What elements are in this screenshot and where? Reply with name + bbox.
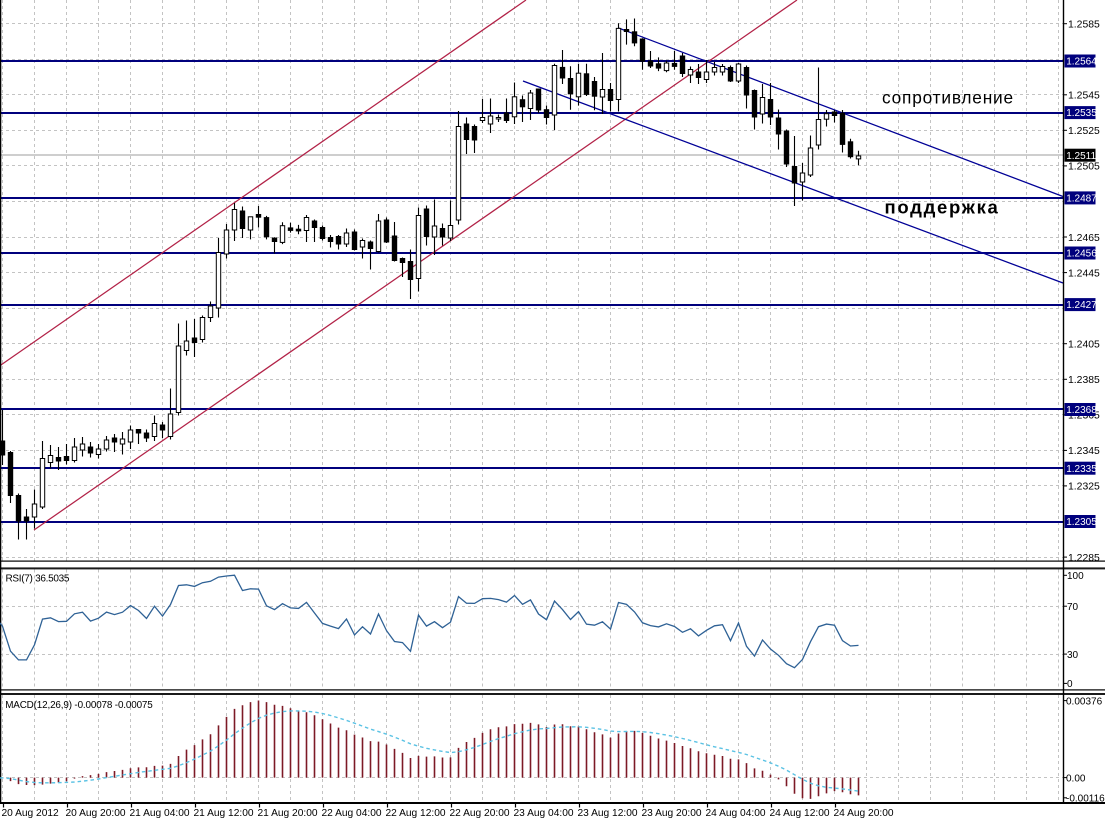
svg-text:1.2345: 1.2345 [1068, 446, 1100, 457]
svg-text:1.2545: 1.2545 [1068, 91, 1100, 102]
svg-text:-0.00116: -0.00116 [1066, 794, 1105, 805]
svg-text:22 Aug 04:00: 22 Aug 04:00 [322, 808, 382, 819]
svg-text:1.2285: 1.2285 [1068, 553, 1100, 564]
svg-text:1.2368: 1.2368 [1066, 405, 1097, 416]
svg-text:1.2385: 1.2385 [1068, 375, 1100, 386]
svg-text:1.2325: 1.2325 [1068, 482, 1100, 493]
svg-text:70: 70 [1067, 602, 1079, 613]
svg-text:1.2505: 1.2505 [1068, 162, 1100, 173]
svg-text:30: 30 [1067, 650, 1079, 661]
svg-text:MACD(12,26,9) -0.00078 -0.0007: MACD(12,26,9) -0.00078 -0.00075 [5, 700, 153, 711]
svg-text:20 Aug 20:00: 20 Aug 20:00 [66, 808, 126, 819]
svg-text:1.2445: 1.2445 [1068, 268, 1100, 279]
svg-text:RSI(7) 36.5035: RSI(7) 36.5035 [6, 574, 70, 585]
svg-text:1.2365: 1.2365 [1068, 411, 1100, 422]
svg-text:1.2487: 1.2487 [1066, 194, 1097, 205]
svg-text:1.2465: 1.2465 [1068, 233, 1100, 244]
svg-text:23 Aug 12:00: 23 Aug 12:00 [578, 808, 638, 819]
svg-text:0.00: 0.00 [1066, 773, 1086, 784]
svg-text:23 Aug 04:00: 23 Aug 04:00 [514, 808, 574, 819]
svg-text:21 Aug 12:00: 21 Aug 12:00 [194, 808, 254, 819]
svg-text:1.2535: 1.2535 [1066, 108, 1097, 119]
svg-text:22 Aug 20:00: 22 Aug 20:00 [450, 808, 510, 819]
svg-text:1.2305: 1.2305 [1066, 517, 1097, 528]
svg-text:1.2405: 1.2405 [1068, 340, 1100, 351]
svg-text:0: 0 [1067, 679, 1073, 690]
svg-text:1.2427: 1.2427 [1066, 300, 1097, 311]
svg-text:0.00376: 0.00376 [1066, 696, 1103, 707]
svg-text:100: 100 [1067, 571, 1084, 582]
svg-text:1.2335: 1.2335 [1066, 464, 1097, 475]
svg-text:1.2564: 1.2564 [1066, 57, 1097, 68]
svg-text:1.2525: 1.2525 [1068, 126, 1100, 137]
svg-text:1.2585: 1.2585 [1068, 20, 1100, 31]
svg-text:24 Aug 20:00: 24 Aug 20:00 [834, 808, 894, 819]
svg-text:24 Aug 04:00: 24 Aug 04:00 [706, 808, 766, 819]
svg-text:1.2456: 1.2456 [1066, 249, 1097, 260]
svg-text:23 Aug 20:00: 23 Aug 20:00 [642, 808, 702, 819]
svg-text:20 Aug 2012: 20 Aug 2012 [2, 808, 60, 819]
svg-text:21 Aug 20:00: 21 Aug 20:00 [258, 808, 318, 819]
svg-text:поддержка: поддержка [885, 197, 1000, 218]
svg-text:сопротивление: сопротивление [882, 88, 1014, 108]
svg-text:1.2511: 1.2511 [1066, 151, 1096, 162]
svg-text:24 Aug 12:00: 24 Aug 12:00 [770, 808, 830, 819]
svg-text:21 Aug 04:00: 21 Aug 04:00 [130, 808, 190, 819]
svg-text:22 Aug 12:00: 22 Aug 12:00 [386, 808, 446, 819]
